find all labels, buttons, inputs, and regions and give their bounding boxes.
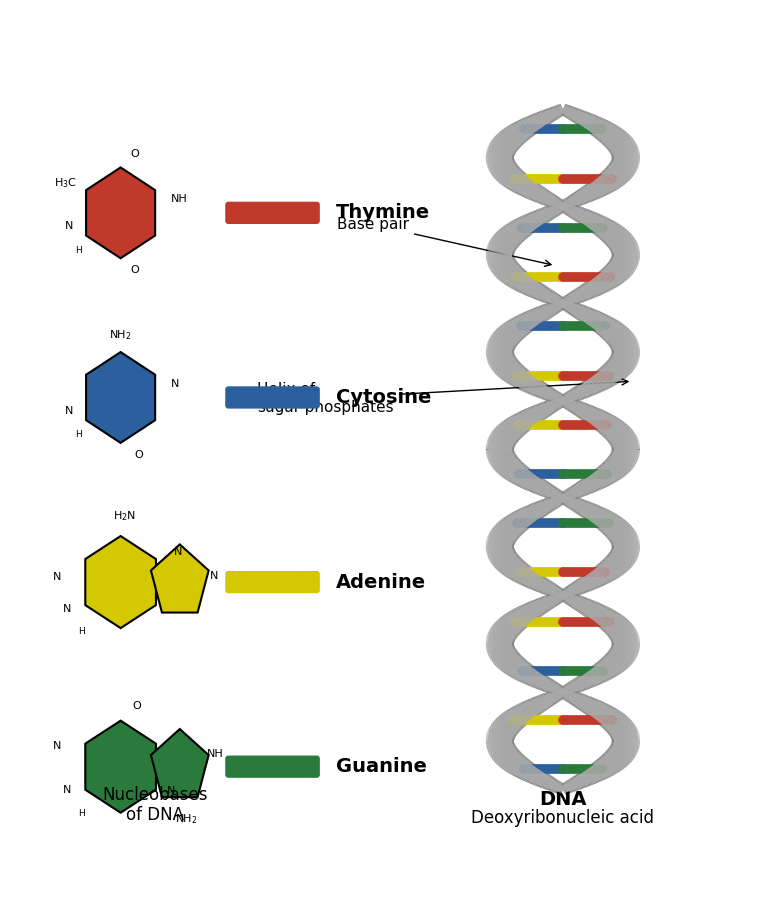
FancyBboxPatch shape — [225, 202, 320, 224]
Text: N: N — [53, 573, 62, 583]
Text: N: N — [53, 741, 62, 751]
Text: O: O — [134, 450, 143, 460]
Text: Deoxyribonucleic acid: Deoxyribonucleic acid — [472, 809, 655, 827]
Polygon shape — [151, 544, 208, 612]
Text: N: N — [63, 604, 72, 614]
Polygon shape — [85, 721, 156, 812]
Text: Adenine: Adenine — [336, 573, 426, 591]
Text: N: N — [64, 406, 73, 416]
Text: N: N — [171, 379, 179, 389]
FancyBboxPatch shape — [225, 386, 320, 409]
Text: Helix of
sugar-phosphates: Helix of sugar-phosphates — [257, 379, 628, 415]
Text: Base pair: Base pair — [337, 218, 551, 266]
Text: Cytosine: Cytosine — [336, 388, 432, 407]
Text: N: N — [63, 785, 72, 795]
Text: NH: NH — [207, 748, 224, 758]
Text: NH$_2$: NH$_2$ — [174, 812, 197, 826]
Polygon shape — [86, 352, 155, 442]
Polygon shape — [85, 536, 156, 628]
Text: H: H — [79, 809, 85, 818]
Text: N: N — [167, 786, 175, 796]
Text: Guanine: Guanine — [336, 757, 427, 777]
Text: DNA: DNA — [539, 790, 587, 809]
FancyBboxPatch shape — [225, 756, 320, 778]
FancyBboxPatch shape — [225, 571, 320, 593]
Text: H: H — [79, 627, 85, 636]
Text: NH$_2$: NH$_2$ — [110, 329, 132, 342]
Text: Nucleobases
of DNA: Nucleobases of DNA — [103, 786, 208, 824]
Text: O: O — [130, 150, 139, 159]
Text: O: O — [133, 700, 141, 711]
Text: N: N — [174, 547, 182, 557]
Text: H: H — [76, 245, 82, 254]
Text: H: H — [76, 431, 82, 439]
Text: N: N — [210, 571, 218, 581]
Polygon shape — [86, 167, 155, 258]
Text: NH: NH — [171, 195, 188, 204]
Text: Thymine: Thymine — [336, 204, 430, 222]
Text: H$_3$C: H$_3$C — [54, 176, 76, 190]
Text: H$_2$N: H$_2$N — [113, 509, 136, 523]
Text: O: O — [130, 265, 139, 275]
Text: N: N — [64, 221, 73, 231]
Polygon shape — [151, 729, 208, 797]
